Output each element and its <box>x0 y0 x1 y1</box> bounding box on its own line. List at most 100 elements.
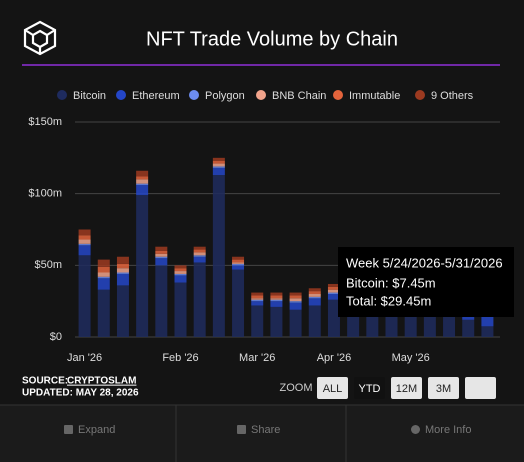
bar-segment[interactable] <box>174 275 187 283</box>
bar-segment[interactable] <box>212 157 225 161</box>
bar-segment[interactable] <box>308 291 321 294</box>
bar-segment[interactable] <box>78 235 91 240</box>
bar-segment[interactable] <box>251 298 264 300</box>
bar-segment[interactable] <box>78 239 91 244</box>
zoom-button-label[interactable]: 12M <box>396 383 417 395</box>
bar-segment[interactable] <box>289 298 302 302</box>
bar-segment[interactable] <box>193 249 206 253</box>
bar-segment[interactable] <box>289 309 302 337</box>
bar-segment[interactable] <box>232 256 245 260</box>
bar-segment[interactable] <box>289 295 302 299</box>
bar-segment[interactable] <box>155 265 168 337</box>
bar-segment[interactable] <box>443 315 456 338</box>
legend-label[interactable]: Immutable <box>349 90 400 102</box>
bar-segment[interactable] <box>289 292 302 296</box>
bar-segment[interactable] <box>212 167 225 176</box>
footer-button[interactable]: More Info <box>425 424 471 436</box>
zoom-button[interactable] <box>465 377 496 399</box>
bar-segment[interactable] <box>270 301 283 307</box>
bar-segment[interactable] <box>270 292 283 296</box>
bar-segment[interactable] <box>308 296 321 299</box>
bar-segment[interactable] <box>251 299 264 302</box>
bar-segment[interactable] <box>155 246 168 251</box>
bar-segment[interactable] <box>327 289 340 293</box>
bar-segment[interactable] <box>136 195 149 337</box>
bar-segment[interactable] <box>97 259 110 267</box>
bar-segment[interactable] <box>212 166 225 168</box>
bar-segment[interactable] <box>308 294 321 297</box>
bar-segment[interactable] <box>155 253 168 257</box>
bar-segment[interactable] <box>327 286 340 290</box>
bar-segment[interactable] <box>116 285 129 337</box>
bar-segment[interactable] <box>327 292 340 294</box>
bar-segment[interactable] <box>481 326 494 337</box>
bar-segment[interactable] <box>97 289 110 337</box>
bar-segment[interactable] <box>174 273 187 276</box>
bar-segment[interactable] <box>212 175 225 337</box>
zoom-button-label[interactable]: ALL <box>323 383 343 395</box>
bar-segment[interactable] <box>78 243 91 246</box>
bar-segment[interactable] <box>327 283 340 287</box>
bar-segment[interactable] <box>193 252 206 256</box>
bar-segment[interactable] <box>174 265 187 269</box>
bar-segment[interactable] <box>308 298 321 306</box>
bar-segment[interactable] <box>174 271 187 274</box>
bar-segment[interactable] <box>251 292 264 296</box>
bar-segment[interactable] <box>385 314 398 337</box>
bar-segment[interactable] <box>116 272 129 274</box>
bar-segment[interactable] <box>155 251 168 254</box>
bar-segment[interactable] <box>212 160 225 164</box>
bar-segment[interactable] <box>423 314 436 337</box>
bar-segment[interactable] <box>270 298 283 300</box>
bar-segment[interactable] <box>136 185 149 196</box>
bar-segment[interactable] <box>136 170 149 177</box>
bar-segment[interactable] <box>116 268 129 273</box>
bar-segment[interactable] <box>97 278 110 290</box>
bar-segment[interactable] <box>232 269 245 337</box>
zoom-button-label[interactable]: 3M <box>436 383 451 395</box>
bar-segment[interactable] <box>308 288 321 292</box>
bar-segment[interactable] <box>78 229 91 236</box>
bar-segment[interactable] <box>289 302 302 310</box>
zoom-button[interactable] <box>391 377 422 399</box>
bar-segment[interactable] <box>462 319 475 337</box>
source-link[interactable]: CRYPTOSLAM <box>67 376 136 387</box>
bar-segment[interactable] <box>136 183 149 186</box>
bar-segment[interactable] <box>116 256 129 264</box>
bar-segment[interactable] <box>212 163 225 167</box>
bar-segment[interactable] <box>251 295 264 299</box>
bar-segment[interactable] <box>78 255 91 337</box>
bar-segment[interactable] <box>97 272 110 277</box>
bar-segment[interactable] <box>155 258 168 266</box>
bar-segment[interactable] <box>327 299 340 337</box>
bar-segment[interactable] <box>232 265 245 270</box>
bar-segment[interactable] <box>232 263 245 266</box>
bar-segment[interactable] <box>97 276 110 279</box>
bar-segment[interactable] <box>404 312 417 337</box>
bar-segment[interactable] <box>193 255 206 257</box>
legend-label[interactable]: 9 Others <box>431 90 474 102</box>
bar-segment[interactable] <box>232 262 245 264</box>
zoom-button[interactable] <box>428 377 459 399</box>
bar-segment[interactable] <box>251 305 264 337</box>
bar-segment[interactable] <box>97 266 110 273</box>
bar-segment[interactable] <box>193 246 206 250</box>
bar-segment[interactable] <box>136 176 149 180</box>
bar-segment[interactable] <box>116 273 129 286</box>
bar-segment[interactable] <box>366 311 379 337</box>
bar-segment[interactable] <box>270 295 283 299</box>
bar-segment[interactable] <box>174 282 187 337</box>
bar-segment[interactable] <box>270 306 283 337</box>
bar-segment[interactable] <box>327 294 340 300</box>
bar-segment[interactable] <box>78 245 91 256</box>
bar-segment[interactable] <box>308 305 321 337</box>
legend-label[interactable]: Bitcoin <box>73 90 106 102</box>
zoom-button-label[interactable]: YTD <box>359 383 381 395</box>
bar-segment[interactable] <box>270 299 283 302</box>
bar-segment[interactable] <box>193 262 206 337</box>
bar-segment[interactable] <box>174 268 187 272</box>
legend-label[interactable]: Ethereum <box>132 90 180 102</box>
zoom-button[interactable] <box>354 377 385 399</box>
bar-segment[interactable] <box>155 256 168 259</box>
bar-segment[interactable] <box>289 301 302 303</box>
